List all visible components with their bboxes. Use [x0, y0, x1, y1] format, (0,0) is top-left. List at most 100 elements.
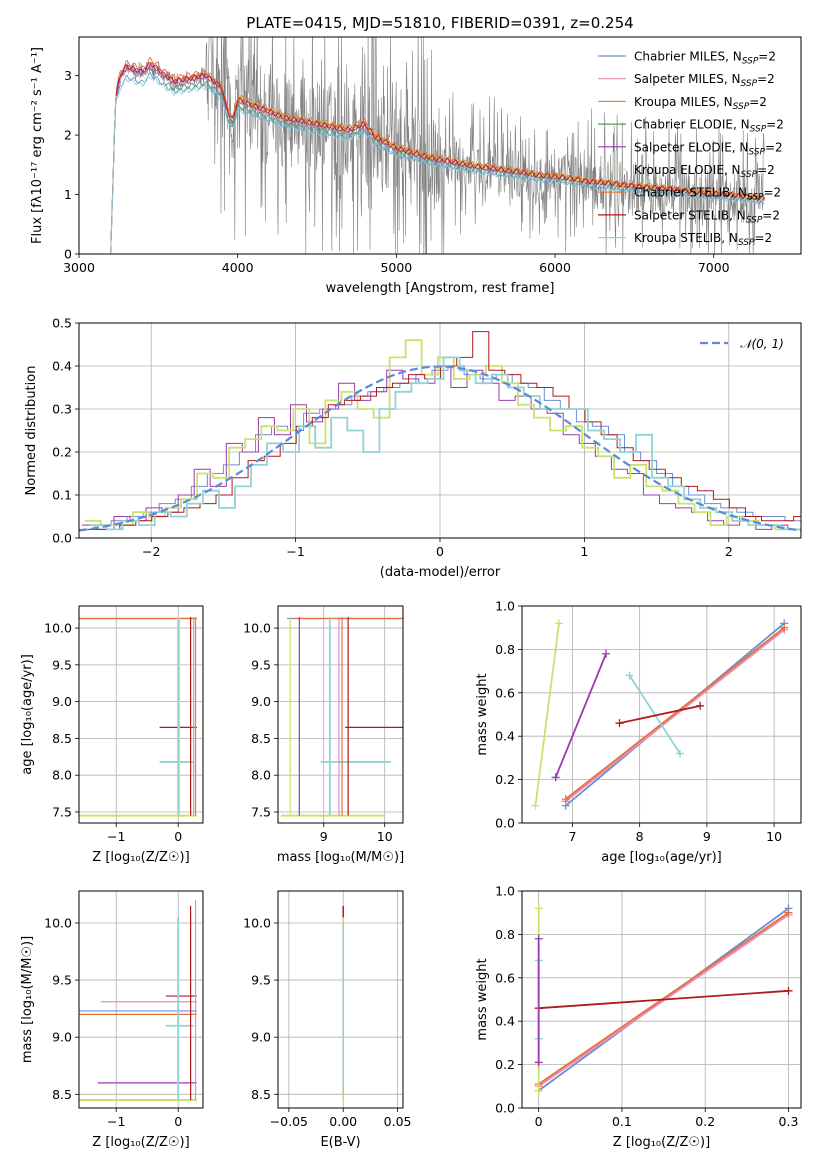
x-tick-label: 10	[377, 829, 393, 844]
y-tick-label: 9.5	[251, 657, 271, 672]
x-axis-label: E(B-V)	[320, 1135, 360, 1150]
x-tick-label: 8	[636, 829, 644, 844]
weight-marker	[534, 1058, 543, 1067]
x-tick-label: 1	[580, 544, 588, 559]
y-tick-label: 9.0	[251, 694, 271, 709]
legend-label-5: Kroupa ELODIE, NSSP=2	[634, 163, 775, 180]
x-tick-label: 0.2	[695, 1114, 715, 1129]
x-tick-label: 7	[568, 829, 576, 844]
y-tick-label: 0.0	[52, 531, 72, 546]
x-tick-label: 0.00	[329, 1114, 357, 1129]
weight-line-6	[619, 704, 701, 725]
panel-weight-vs-age: 7 8 9 10 0.0 0.2 0.4 0.6 0.8 1.0 age [log₁₀(age/yr…	[475, 599, 802, 865]
y-tick-label: 10.0	[243, 621, 271, 636]
x-axis-label: Z [log₁₀(Z/Z☉)]	[613, 1135, 710, 1150]
y-tick-label: 0	[64, 247, 72, 262]
weight-line-2	[538, 911, 790, 1085]
y-tick-label: 0.1	[52, 488, 72, 503]
weight-marker	[615, 719, 624, 728]
x-tick-label: 0.05	[384, 1114, 412, 1129]
y-tick-label: 0.0	[495, 1101, 515, 1116]
axes-frame	[78, 322, 802, 539]
plot-area	[79, 891, 203, 1108]
weight-line-4	[554, 653, 607, 778]
normal-curve	[79, 365, 801, 532]
panel-age-vs-Z: −1 0 7.5 8.0 8.5 9.0 9.5 10.0 Z [log₁₀(Z/Z☉)] age…	[20, 605, 204, 865]
x-tick-label: 0	[535, 1114, 543, 1129]
x-axis-label: (data-model)/error	[380, 565, 501, 580]
y-tick-label: 9.5	[52, 657, 72, 672]
y-axis-label: Flux [fλ10⁻¹⁷ erg cm⁻² s⁻¹ A⁻¹]	[30, 47, 45, 244]
y-tick-label: 0.6	[495, 685, 515, 700]
weight-line-3	[534, 623, 560, 806]
weight-marker	[602, 649, 611, 658]
x-tick-label: 5000	[380, 260, 412, 275]
panel-weight-vs-Z: 0 0.1 0.2 0.3 0.0 0.2 0.4 0.6 0.8 1.0 Z [log₁₀(Z/Z…	[475, 884, 802, 1150]
y-tick-label: 9.5	[251, 973, 271, 988]
x-tick-label: 3000	[63, 260, 95, 275]
x-tick-label: 9	[320, 829, 328, 844]
axes-frame	[78, 890, 204, 1109]
y-axis-label: mass weight	[475, 958, 490, 1040]
legend-label-3: Chabrier ELODIE, NSSP=2	[634, 118, 784, 135]
y-tick-label: 0.4	[52, 359, 72, 374]
y-tick-label: 3	[64, 68, 72, 83]
panel-spectrum: 3000 4000 5000 6000 7000 0 1 2 3 wavelength [Angs…	[30, 36, 802, 296]
histogram-4	[90, 356, 801, 531]
legend-label-2: Kroupa MILES, NSSP=2	[634, 95, 767, 112]
y-axis-label: Normed distribution	[24, 366, 39, 496]
x-tick-label: −2	[142, 544, 160, 559]
legend-label-normal: 𝒩(0, 1)	[740, 337, 784, 351]
weight-marker	[554, 619, 563, 628]
y-tick-label: 10.0	[44, 915, 72, 930]
weight-marker	[625, 671, 634, 680]
y-tick-label: 0.5	[52, 316, 72, 331]
y-tick-label: 0.3	[52, 402, 72, 417]
y-tick-label: 8.5	[251, 731, 271, 746]
weight-marker	[784, 986, 793, 995]
y-tick-label: 0.4	[495, 1014, 515, 1029]
x-tick-label: −1	[286, 544, 304, 559]
legend-label-8: Kroupa STELIB, NSSP=2	[634, 231, 772, 248]
x-tick-label: 9	[703, 829, 711, 844]
x-tick-label: 0	[436, 544, 444, 559]
model-spectrum-3	[164, 80, 764, 204]
figure-title: PLATE=0415, MJD=51810, FIBERID=0391, z=0…	[246, 14, 633, 32]
x-axis-label: Z [log₁₀(Z/Z☉)]	[92, 1135, 189, 1150]
x-tick-label: 10	[766, 829, 782, 844]
plot-area	[79, 323, 801, 538]
y-tick-label: 7.5	[52, 804, 72, 819]
y-tick-label: 0.8	[495, 642, 515, 657]
x-axis-label: wavelength [Angstrom, rest frame]	[326, 281, 555, 296]
weight-marker	[675, 749, 684, 758]
y-axis-label: mass weight	[475, 673, 490, 755]
axes-frame	[277, 605, 404, 824]
weight-line-5	[628, 674, 681, 755]
axes-frame	[78, 605, 204, 824]
axes-frame	[277, 890, 404, 1109]
y-tick-label: 7.5	[251, 804, 271, 819]
y-tick-label: 8.5	[52, 731, 72, 746]
y-tick-label: 0.2	[52, 445, 72, 460]
x-tick-label: 0	[174, 829, 182, 844]
weight-line-1	[538, 914, 790, 1088]
weight-marker	[551, 773, 560, 782]
y-axis-label: mass [log₁₀(M/M☉)]	[20, 936, 35, 1063]
weight-marker	[534, 904, 543, 913]
y-tick-label: 10.0	[44, 621, 72, 636]
plot-area	[522, 606, 801, 823]
y-tick-label: 0.4	[495, 729, 515, 744]
weight-line-1	[565, 629, 785, 803]
histogram-2	[84, 339, 801, 531]
weight-line-2	[565, 626, 785, 800]
y-tick-label: 9.0	[251, 1030, 271, 1045]
y-tick-label: 9.0	[52, 694, 72, 709]
y-tick-label: 2	[64, 128, 72, 143]
legend-label-4: Salpeter ELODIE, NSSP=2	[634, 140, 783, 157]
weight-marker	[780, 623, 789, 632]
x-tick-label: −1	[107, 829, 125, 844]
y-tick-label: 0.0	[495, 816, 515, 831]
weight-marker	[784, 908, 793, 917]
